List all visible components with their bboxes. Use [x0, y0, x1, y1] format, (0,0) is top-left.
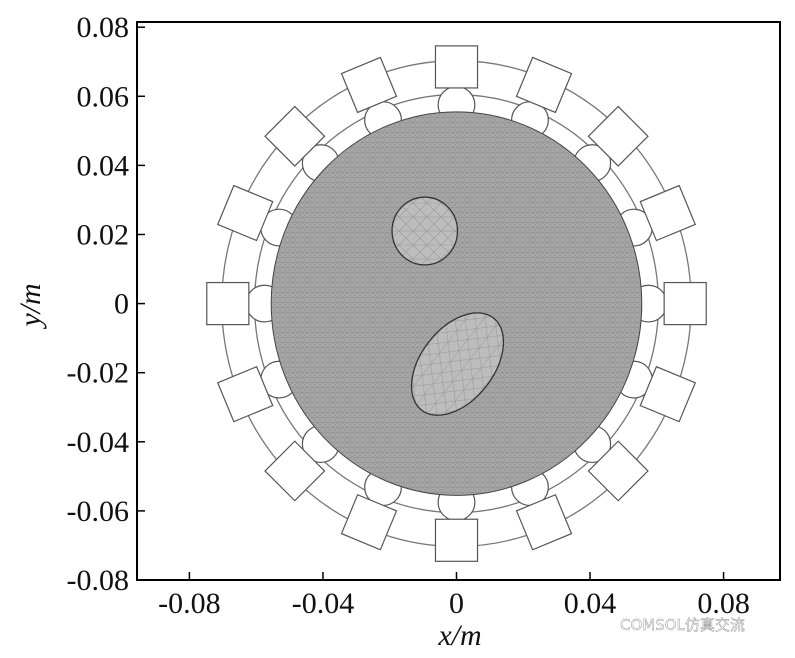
mesh-domain	[270, 111, 643, 496]
y-tick-label: 0.08	[77, 11, 130, 44]
x-tick-label: 0.08	[697, 587, 750, 620]
electrode	[264, 105, 326, 167]
y-axis-label: y/m	[14, 283, 47, 329]
y-tick-label: -0.04	[67, 426, 130, 459]
x-tick-label: -0.08	[158, 587, 221, 620]
geometry	[206, 45, 707, 562]
inclusion-large	[410, 312, 505, 416]
electrode	[340, 56, 398, 114]
y-tick-label: 0.06	[77, 80, 130, 113]
electrode	[216, 365, 274, 423]
y-tick-label: -0.02	[67, 357, 130, 390]
x-tick-label: 0.04	[564, 587, 617, 620]
electrode	[639, 365, 697, 423]
inclusion-small	[391, 196, 459, 266]
electrode	[639, 184, 697, 242]
x-tick-label: -0.04	[292, 587, 355, 620]
electrode	[587, 440, 649, 502]
y-tick-label: -0.06	[67, 495, 130, 528]
electrode	[264, 440, 326, 502]
electrode	[515, 493, 573, 551]
electrode	[434, 518, 479, 562]
watermark: COMSOL仿真交流	[620, 616, 745, 634]
y-tick-label: 0.04	[77, 149, 130, 182]
electrode	[434, 45, 479, 89]
electrode	[216, 184, 274, 242]
y-tick-label: 0	[114, 288, 129, 321]
electrode	[340, 493, 398, 551]
x-tick-label: 0	[449, 587, 464, 620]
plot-frame	[136, 21, 781, 581]
electrode	[587, 105, 649, 167]
x-axis-label: x/m	[437, 619, 481, 652]
y-tick-label: 0.02	[77, 218, 130, 251]
electrode	[515, 56, 573, 114]
electrode	[206, 281, 250, 326]
electrode	[663, 281, 707, 326]
y-tick-label: -0.08	[67, 564, 130, 597]
